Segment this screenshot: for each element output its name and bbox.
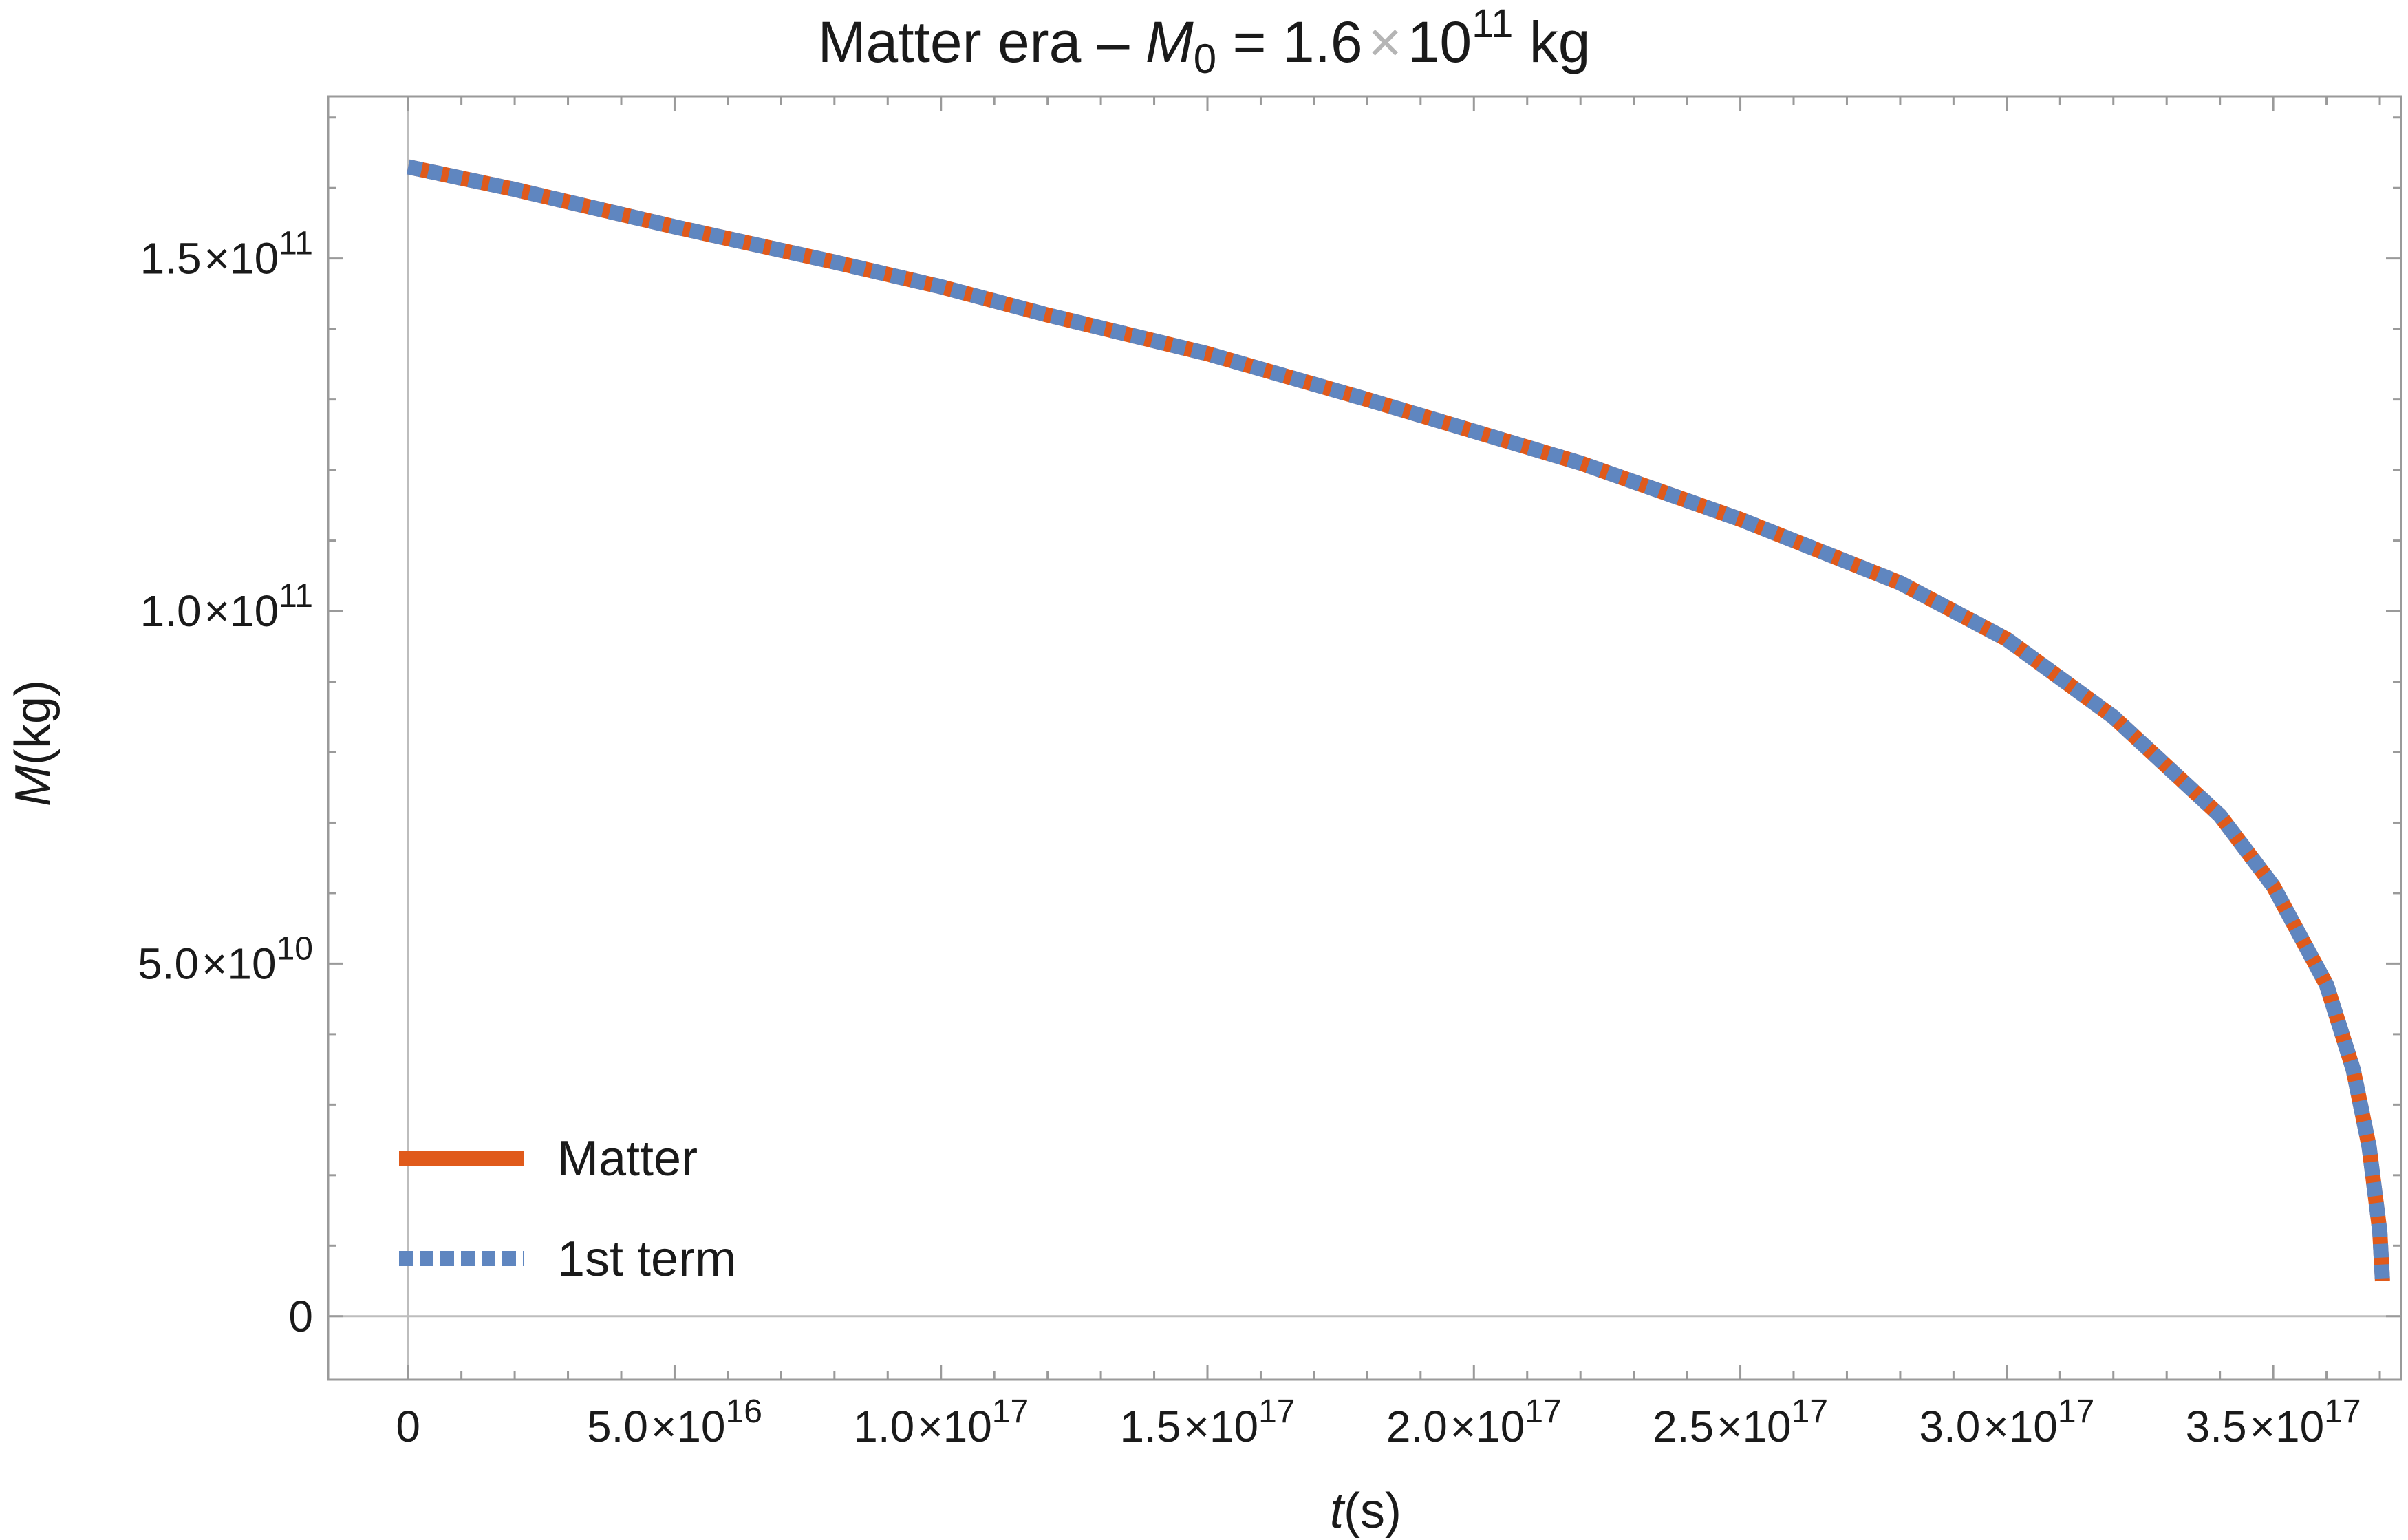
x-tick-labels: 0 5.0×1016 1.0×1017 1.5×1017 2.0×1017 2.5×101… <box>396 1393 2361 1451</box>
title-unit: kg <box>1513 10 1590 74</box>
x-tick-label: 2.0×1017 <box>1386 1393 1562 1451</box>
title-equals: = 1.6 <box>1216 10 1363 74</box>
x-tick-label: 5.0×1016 <box>587 1393 762 1451</box>
y-tick-label: 1.5×1011 <box>140 226 313 284</box>
x-tick-label: 0 <box>396 1402 420 1451</box>
y-axis-unit: (kg) <box>6 680 61 765</box>
series-line-1st-term <box>406 159 2390 1282</box>
title-symbol: M <box>1146 10 1194 74</box>
axis-ticks <box>328 96 2401 1380</box>
x-tick-label: 2.5×1017 <box>1653 1393 1828 1451</box>
y-axis-title: M(kg) <box>6 680 61 806</box>
chart-title: Matter era – M0 = 1.6×1011 kg <box>818 1 1591 82</box>
legend: Matter 1st term <box>399 1131 736 1287</box>
title-exponent: 11 <box>1472 1 1513 46</box>
x-tick-label: 1.5×1017 <box>1120 1393 1296 1451</box>
x-axis-title: t(s) <box>1330 1484 1401 1539</box>
title-times-sign: × <box>1368 10 1402 74</box>
title-prefix: Matter era – <box>818 10 1146 74</box>
legend-label-1st-term: 1st term <box>557 1232 736 1287</box>
y-tick-label: 0 <box>288 1292 313 1341</box>
series-line-matter <box>406 159 2390 1282</box>
title-subscript: 0 <box>1194 36 1216 82</box>
legend-label-matter: Matter <box>557 1131 698 1186</box>
y-tick-label: 5.0×1010 <box>138 930 313 988</box>
y-tick-label: 1.0×1011 <box>140 578 313 636</box>
x-axis-unit: (s) <box>1344 1484 1401 1539</box>
plot-frame <box>327 95 2402 1381</box>
y-tick-labels: 0 5.0×1010 1.0×1011 1.5×1011 <box>138 226 313 1341</box>
x-axis-symbol: t <box>1330 1484 1346 1539</box>
y-axis-symbol: M <box>6 765 61 806</box>
x-tick-label: 1.0×1017 <box>853 1393 1029 1451</box>
series-layer <box>406 159 2390 1282</box>
title-base: 10 <box>1408 10 1472 74</box>
x-tick-label: 3.5×1017 <box>2186 1393 2361 1451</box>
x-tick-label: 3.0×1017 <box>1919 1393 2094 1451</box>
